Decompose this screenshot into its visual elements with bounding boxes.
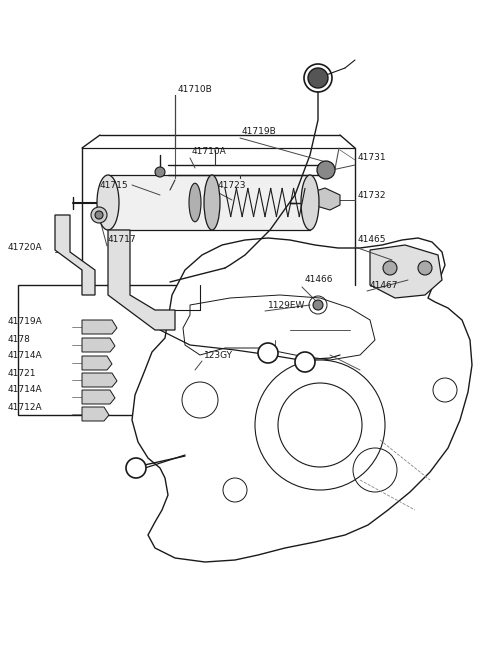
Ellipse shape [301,175,319,230]
Text: 41723: 41723 [218,181,247,189]
Ellipse shape [97,175,119,230]
Circle shape [295,352,315,372]
Polygon shape [132,238,472,562]
Circle shape [91,207,107,223]
Circle shape [95,211,103,219]
Polygon shape [55,215,95,295]
Polygon shape [313,188,340,210]
Polygon shape [82,407,109,421]
Text: 4178: 4178 [8,334,31,344]
Text: 41717: 41717 [108,235,137,244]
Polygon shape [82,356,112,370]
Circle shape [383,261,397,275]
Text: 41714A: 41714A [8,386,43,394]
Circle shape [418,261,432,275]
Polygon shape [370,245,442,298]
Text: A: A [265,348,271,357]
Ellipse shape [189,183,201,222]
Circle shape [126,458,146,478]
Text: 41710B: 41710B [178,85,213,95]
Text: 41731: 41731 [358,154,386,162]
Ellipse shape [204,175,220,230]
Circle shape [155,167,165,177]
Text: A: A [302,357,308,367]
Text: 41712A: 41712A [8,403,43,411]
Circle shape [313,300,323,310]
Circle shape [317,161,335,179]
Text: 41720A: 41720A [8,244,43,252]
Text: 41466: 41466 [305,275,334,284]
Text: 41719B: 41719B [242,127,277,137]
Text: 41715: 41715 [99,181,128,189]
Circle shape [258,343,278,363]
Text: 41732: 41732 [358,191,386,200]
Text: 41721: 41721 [8,369,36,378]
Polygon shape [82,320,117,334]
Polygon shape [82,390,115,404]
Polygon shape [82,338,115,352]
Text: 41465: 41465 [358,235,386,244]
Text: 41714A: 41714A [8,351,43,361]
Text: 1129EW: 1129EW [268,300,305,309]
Text: 41710A: 41710A [192,148,227,156]
Polygon shape [82,373,117,387]
Circle shape [308,68,328,88]
Text: 41467: 41467 [370,281,398,290]
Text: 123GY: 123GY [204,350,233,359]
FancyBboxPatch shape [108,175,310,230]
Text: B: B [133,463,139,472]
Polygon shape [108,230,175,330]
Text: 41719A: 41719A [8,317,43,327]
Polygon shape [18,285,355,415]
